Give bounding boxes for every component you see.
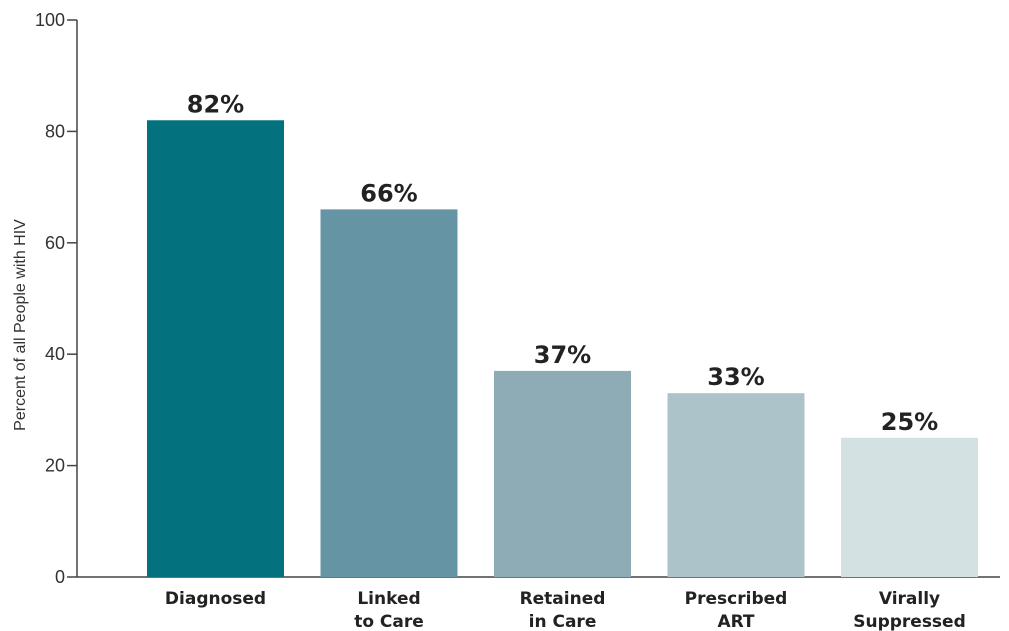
y-tick-label: 20 [45, 456, 65, 476]
x-tick-label: Diagnosed [165, 589, 266, 609]
bar [667, 393, 805, 577]
data-label: 82% [187, 90, 244, 118]
data-label: 25% [881, 408, 938, 436]
x-tick-label: Prescribed ART [685, 589, 788, 631]
y-tick-label: 60 [45, 233, 65, 253]
data-label: 33% [707, 363, 764, 391]
bar [841, 437, 978, 577]
y-tick-label: 0 [55, 567, 65, 587]
y-axis-title: Percent of all People with HIV [12, 219, 29, 431]
x-tick-label: Virally Suppressed [853, 589, 966, 631]
y-tick-label: 80 [45, 121, 65, 141]
data-label: 37% [534, 341, 591, 369]
bar [494, 370, 631, 577]
bar [320, 209, 458, 577]
labels: 82% Diagnosed 66% Linked to Care 37% Retained i… [165, 90, 966, 631]
y-tick-label: 40 [45, 344, 65, 364]
bars [147, 120, 978, 577]
bar [147, 120, 284, 577]
x-tick-label: Linked to Care [354, 589, 424, 631]
x-tick-label: Retained in Care [520, 589, 606, 631]
y-tick-label: 100 [35, 10, 65, 30]
data-label: 66% [360, 179, 417, 207]
